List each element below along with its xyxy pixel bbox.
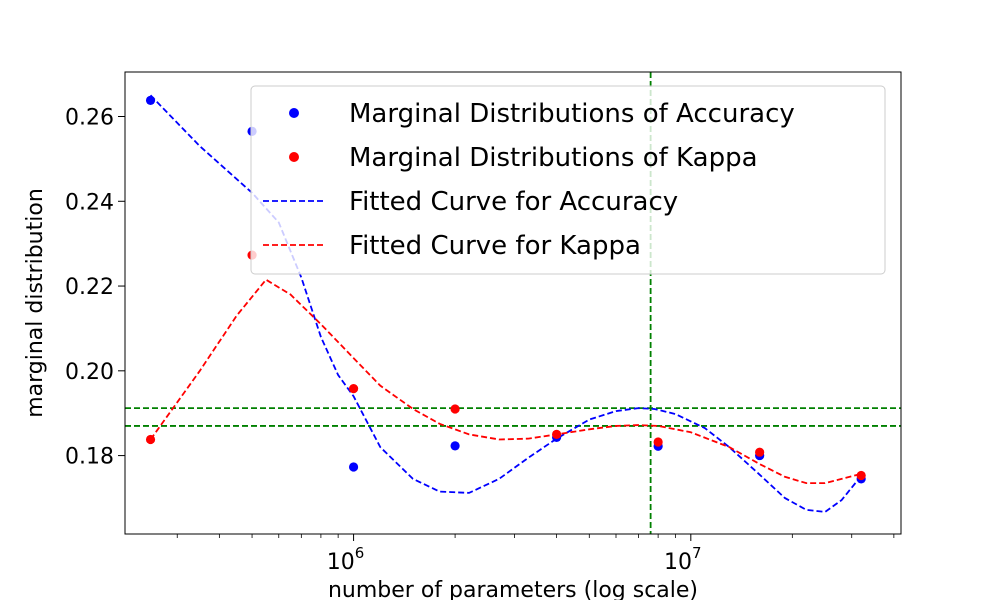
data-point-s1-4 bbox=[552, 429, 562, 439]
x-tick-label-1: 107 bbox=[664, 544, 702, 575]
data-point-s1-7 bbox=[856, 470, 866, 481]
y-tick-label-4: 0.26 bbox=[65, 106, 114, 131]
x-tick-base: 10 bbox=[327, 550, 355, 575]
y-tick-label-2: 0.22 bbox=[65, 275, 114, 300]
series-line-3 bbox=[149, 278, 862, 485]
data-point-s0-2 bbox=[348, 462, 359, 472]
fitted-curves bbox=[149, 94, 862, 513]
legend-box bbox=[250, 85, 886, 275]
data-point-s1-5 bbox=[653, 437, 663, 447]
legend-swatch-1 bbox=[289, 152, 299, 162]
legend-label-1: Marginal Distributions of Kappa bbox=[349, 143, 758, 173]
legend-label-3: Fitted Curve for Kappa bbox=[349, 231, 641, 261]
legend-label-2: Fitted Curve for Accuracy bbox=[349, 187, 678, 217]
data-point-s0-3 bbox=[450, 441, 460, 451]
x-tick-exponent: 6 bbox=[355, 544, 365, 562]
x-tick-label-0: 106 bbox=[327, 544, 365, 575]
legend: Marginal Distributions of Accuracy Margin… bbox=[250, 85, 886, 275]
data-point-s0-0 bbox=[145, 95, 156, 105]
x-tick-base: 10 bbox=[664, 550, 692, 575]
y-tick-label-0: 0.18 bbox=[65, 445, 114, 470]
legend-swatch-0 bbox=[289, 108, 299, 118]
plot-frame bbox=[124, 71, 902, 535]
legend-label-0: Marginal Distributions of Accuracy bbox=[349, 99, 795, 129]
data-point-s1-0 bbox=[145, 434, 156, 445]
y-tick-label-1: 0.20 bbox=[65, 360, 114, 385]
series-line-2 bbox=[149, 94, 862, 513]
scatter-points bbox=[145, 95, 866, 484]
data-point-s1-2 bbox=[348, 384, 359, 394]
y-axis-label: marginal distribution bbox=[23, 188, 48, 418]
data-point-s1-6 bbox=[755, 447, 765, 457]
x-tick-exponent: 7 bbox=[692, 544, 702, 562]
data-point-s1-3 bbox=[450, 404, 460, 414]
y-tick-label-3: 0.24 bbox=[65, 190, 114, 215]
x-axis-label: number of parameters (log scale) bbox=[328, 578, 698, 600]
